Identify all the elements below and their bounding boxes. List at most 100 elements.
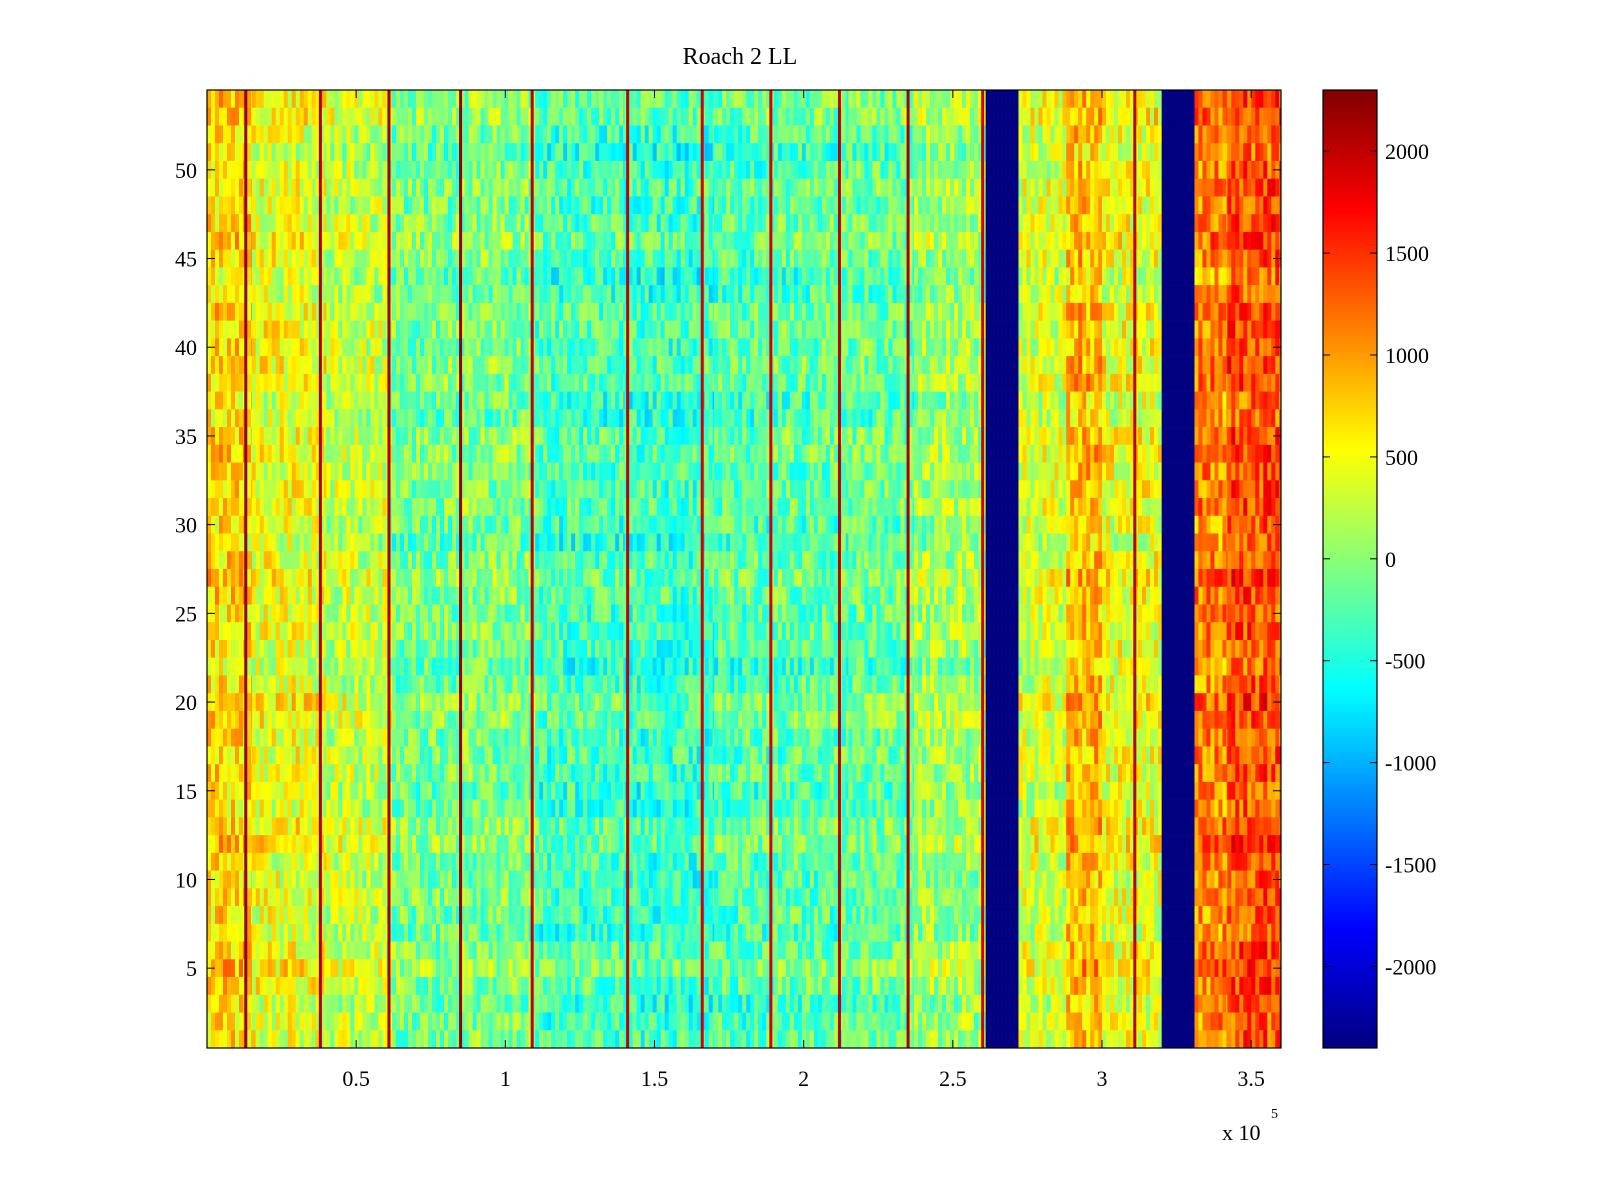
heatmap-cell (524, 409, 529, 428)
heatmap-cell (279, 178, 285, 197)
heatmap-cell (435, 533, 441, 552)
heatmap-cell (303, 888, 309, 907)
heatmap-cell (323, 462, 327, 481)
heatmap-cell (415, 639, 421, 658)
heatmap-cell (295, 107, 301, 126)
heatmap-cell (496, 959, 501, 978)
heatmap-cell (295, 178, 301, 197)
heatmap-cell (607, 356, 612, 375)
heatmap-cell (460, 551, 465, 570)
heatmap-cell (411, 231, 417, 250)
heatmap-cell (496, 143, 501, 162)
heatmap-cell (315, 196, 321, 215)
heatmap-cell (563, 90, 568, 109)
heatmap-cell (480, 1012, 485, 1031)
heatmap-cell (399, 764, 405, 783)
heatmap-cell (239, 906, 244, 925)
heatmap-cell (395, 160, 401, 179)
heatmap-cell (382, 817, 387, 836)
heatmap-cell (263, 569, 269, 588)
heatmap-cell (346, 870, 351, 889)
heatmap-cell (476, 639, 481, 658)
heatmap-cell (399, 1030, 405, 1049)
heatmap-cell (275, 338, 281, 357)
heatmap-cell (259, 391, 265, 410)
heatmap-cell (334, 799, 339, 818)
heatmap-cell (283, 90, 289, 109)
heatmap-cell (259, 764, 265, 783)
heatmap-cell (587, 302, 592, 321)
heatmap-cell (303, 941, 309, 960)
heatmap-cell (267, 125, 273, 144)
heatmap-cell (496, 870, 501, 889)
heatmap-cell (455, 835, 461, 854)
heatmap-cell (427, 746, 433, 765)
heatmap-cell (512, 781, 517, 800)
heatmap-cell (330, 214, 335, 233)
heatmap-cell (350, 480, 355, 499)
heatmap-cell (235, 107, 240, 126)
heatmap-cell (382, 231, 387, 250)
heatmap-cell (399, 285, 405, 304)
heatmap-cell (251, 781, 253, 800)
heatmap-cell (287, 409, 293, 428)
heatmap-cell (334, 160, 339, 179)
heatmap-cell (419, 710, 425, 729)
heatmap-cell (579, 125, 584, 144)
heatmap-cell (323, 1012, 327, 1031)
heatmap-cell (315, 302, 321, 321)
heatmap-cell (334, 178, 339, 197)
heatmap-cell (451, 710, 457, 729)
heatmap-cell (291, 959, 297, 978)
heatmap-cell (207, 214, 212, 233)
heatmap-cell (315, 959, 321, 978)
heatmap-cell (291, 852, 297, 871)
heatmap-cell (488, 781, 493, 800)
heatmap-cell (330, 196, 335, 215)
heatmap-cell (464, 710, 469, 729)
heatmap-cell (291, 746, 297, 765)
heatmap-cell (543, 214, 548, 233)
heatmap-cell (350, 143, 355, 162)
heatmap-cell (227, 1030, 232, 1049)
heatmap-cell (307, 373, 313, 392)
heatmap-cell (603, 267, 608, 286)
heatmap-cell (271, 1012, 277, 1031)
heatmap-cell (275, 693, 281, 712)
heatmap-cell (295, 533, 301, 552)
heatmap-cell (390, 196, 393, 215)
heatmap-cell (271, 622, 277, 641)
heatmap-cell (559, 143, 564, 162)
heatmap-cell (399, 977, 405, 996)
heatmap-cell (431, 710, 437, 729)
heatmap-cell (303, 427, 309, 446)
heatmap-cell (291, 835, 297, 854)
heatmap-cell (419, 852, 425, 871)
heatmap-cell (247, 338, 252, 357)
heatmap-cell (219, 994, 224, 1013)
heatmap-cell (267, 906, 273, 925)
heatmap-cell (447, 462, 453, 481)
heatmap-cell (235, 586, 240, 605)
heatmap-cell (311, 1012, 317, 1031)
heatmap-cell (496, 817, 501, 836)
heatmap-cell (227, 249, 232, 268)
heatmap-cell (512, 923, 517, 942)
heatmap-cell (599, 285, 604, 304)
heatmap-cell (251, 143, 253, 162)
heatmap-cell (399, 888, 405, 907)
heatmap-cell (476, 533, 481, 552)
heatmap-cell (255, 906, 261, 925)
heatmap-cell (451, 462, 457, 481)
heatmap-cell (315, 551, 321, 570)
heatmap-cell (567, 196, 572, 215)
heatmap-cell (354, 622, 359, 641)
heatmap-cell (472, 90, 477, 109)
heatmap-cell (338, 835, 343, 854)
heatmap-cell (303, 639, 309, 658)
heatmap-cell (255, 551, 261, 570)
heatmap-cell (211, 302, 216, 321)
heatmap-cell (532, 338, 536, 357)
heatmap-cell (524, 710, 529, 729)
heatmap-cell (395, 267, 401, 286)
